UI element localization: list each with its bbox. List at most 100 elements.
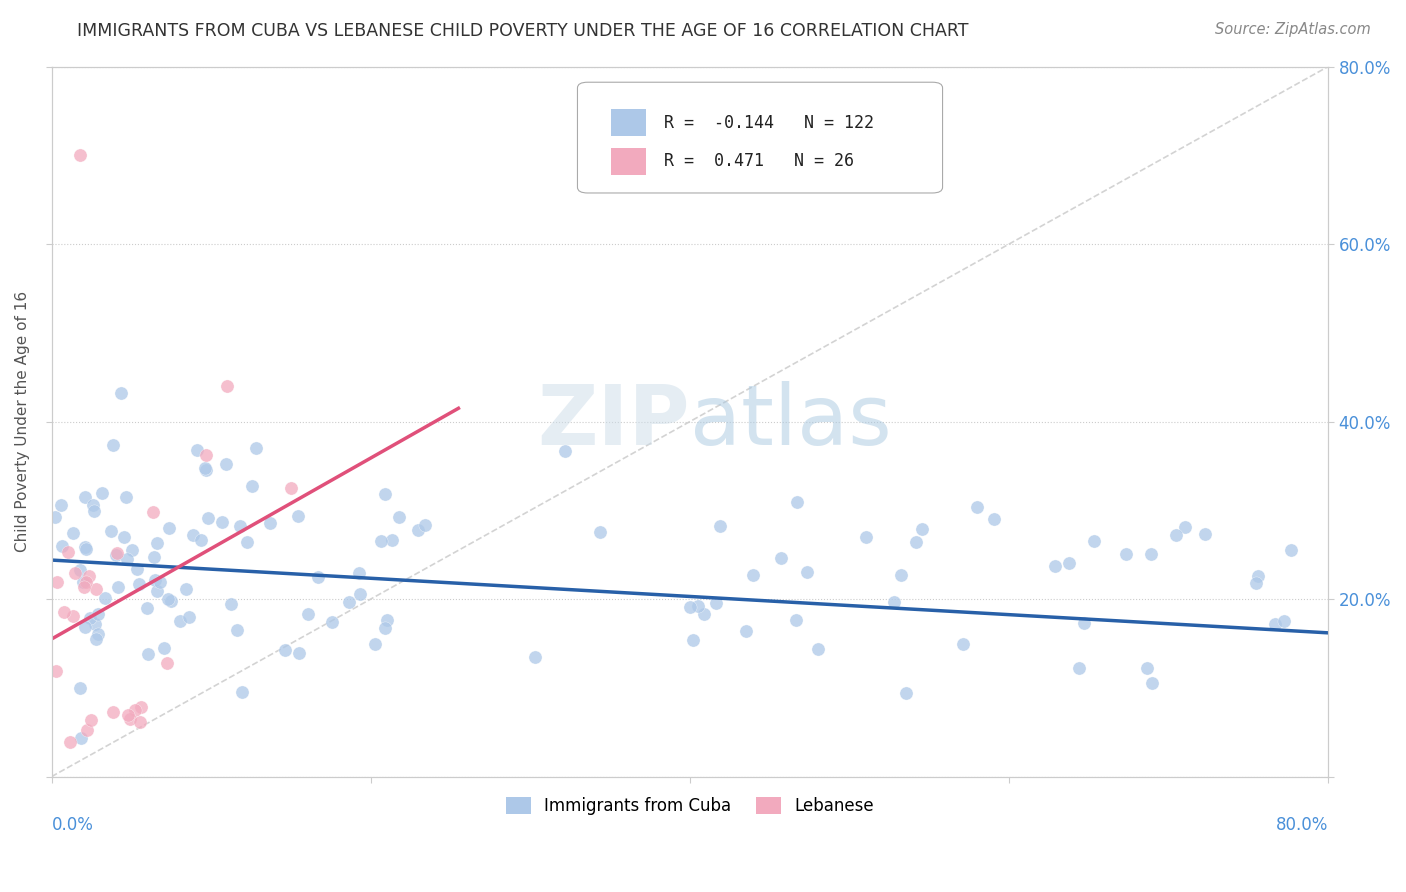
Point <box>388 509 411 524</box>
Point <box>115 491 138 505</box>
Point <box>72 575 94 590</box>
Point <box>127 562 149 576</box>
Point <box>120 712 142 726</box>
Point <box>890 567 912 582</box>
Point <box>688 599 710 614</box>
Point <box>1073 615 1095 630</box>
Point <box>197 510 219 524</box>
Point <box>53 606 76 620</box>
Point <box>69 681 91 696</box>
Point <box>1194 527 1216 541</box>
Point <box>1136 661 1159 675</box>
Point <box>79 610 101 624</box>
Point <box>87 627 110 641</box>
Point <box>194 448 217 462</box>
Point <box>69 563 91 577</box>
Point <box>80 713 103 727</box>
Point <box>1244 576 1267 591</box>
Point <box>370 533 392 548</box>
Point <box>905 534 928 549</box>
Point <box>1115 547 1137 561</box>
Point <box>181 527 204 541</box>
Point <box>176 582 198 596</box>
Point <box>1247 569 1270 583</box>
Point <box>1142 675 1164 690</box>
Point <box>84 632 107 647</box>
Point <box>219 597 242 611</box>
Point <box>1164 528 1187 542</box>
Point <box>136 647 159 661</box>
Point <box>1069 661 1091 675</box>
Point <box>136 601 159 615</box>
Point <box>142 550 165 565</box>
Point <box>107 546 129 560</box>
Point <box>75 620 97 634</box>
Point <box>145 573 167 587</box>
Point <box>983 512 1005 526</box>
Point <box>911 522 934 536</box>
Text: atlas: atlas <box>690 381 891 462</box>
Point <box>364 637 387 651</box>
Point <box>280 481 302 495</box>
Point <box>589 524 612 539</box>
Point <box>44 510 66 524</box>
Point <box>349 586 371 600</box>
Point <box>146 584 169 599</box>
Point <box>245 441 267 455</box>
Text: IMMIGRANTS FROM CUBA VS LEBANESE CHILD POVERTY UNDER THE AGE OF 16 CORRELATION C: IMMIGRANTS FROM CUBA VS LEBANESE CHILD P… <box>77 22 969 40</box>
Point <box>69 148 91 162</box>
Bar <box>610 147 647 175</box>
Point <box>107 580 129 594</box>
Point <box>177 609 200 624</box>
Point <box>228 519 250 533</box>
Point <box>110 385 132 400</box>
Point <box>58 545 80 559</box>
Point <box>883 595 905 609</box>
Point <box>1043 559 1066 574</box>
Legend: Immigrants from Cuba, Lebanese: Immigrants from Cuba, Lebanese <box>499 790 880 822</box>
Point <box>101 438 124 452</box>
Point <box>524 650 547 665</box>
Point <box>966 500 988 515</box>
Point <box>807 642 830 657</box>
Point <box>554 444 576 458</box>
Point <box>785 613 807 627</box>
Point <box>693 607 716 621</box>
Point <box>124 703 146 717</box>
Point <box>84 616 107 631</box>
Point <box>274 643 297 657</box>
Point <box>100 524 122 539</box>
Point <box>75 542 97 557</box>
Y-axis label: Child Poverty Under the Age of 16: Child Poverty Under the Age of 16 <box>15 291 30 552</box>
Point <box>374 487 396 501</box>
Point <box>103 705 125 719</box>
Point <box>734 624 756 639</box>
Point <box>87 607 110 621</box>
Point <box>374 621 396 635</box>
Point <box>117 552 139 566</box>
Point <box>84 582 107 596</box>
Point <box>146 536 169 550</box>
Point <box>159 521 181 535</box>
Text: 0.0%: 0.0% <box>52 815 93 834</box>
Point <box>169 614 191 628</box>
Point <box>129 699 152 714</box>
Point <box>1264 616 1286 631</box>
Point <box>45 664 67 678</box>
Text: R =  -0.144   N = 122: R = -0.144 N = 122 <box>664 113 875 132</box>
Point <box>194 461 217 475</box>
Point <box>152 640 174 655</box>
Point <box>259 516 281 530</box>
Point <box>63 566 86 580</box>
Point <box>786 495 808 509</box>
Point <box>190 533 212 547</box>
Point <box>159 594 181 608</box>
Point <box>75 575 97 590</box>
Point <box>117 708 139 723</box>
Point <box>121 543 143 558</box>
Point <box>307 570 329 584</box>
Point <box>186 443 208 458</box>
Point <box>129 714 152 729</box>
Point <box>347 566 370 580</box>
Point <box>287 508 309 523</box>
